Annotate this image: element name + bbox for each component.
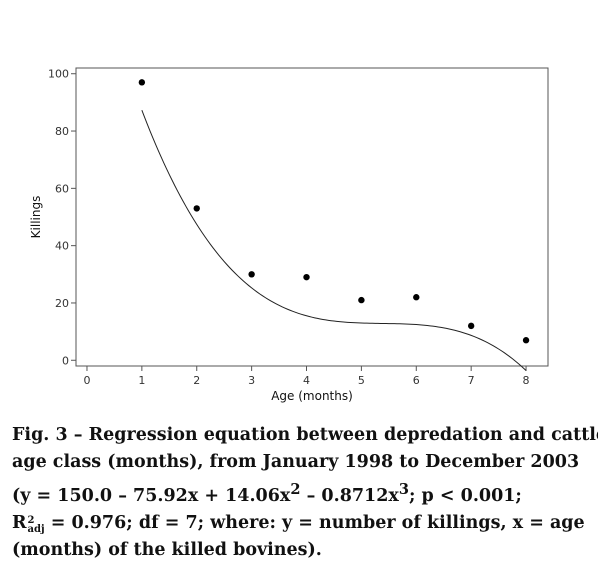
x-tick-label: 1 [138, 374, 145, 387]
caption-line-2: age class (months), from January 1998 to… [12, 452, 580, 472]
data-points [138, 79, 530, 344]
y-tick-label: 100 [48, 68, 69, 81]
r-squared-symbol: R [12, 512, 27, 533]
x-tick-label: 5 [358, 374, 365, 387]
data-point [522, 337, 530, 344]
y-tick-label: 20 [55, 297, 69, 310]
y-tick-label: 40 [55, 240, 69, 253]
figure-caption: Fig. 3 – Regression equation between dep… [12, 422, 598, 564]
data-point [358, 296, 365, 304]
x-axis-label: Age (months) [271, 389, 353, 403]
x-tick-label: 3 [248, 374, 255, 387]
equation-part-2: – 0.8712x [300, 485, 399, 506]
caption-line-1: Fig. 3 – Regression equation between dep… [12, 425, 598, 445]
caption-line-5: (months) of the killed bovines). [12, 539, 322, 560]
data-point [303, 273, 310, 281]
x-tick-label: 6 [413, 374, 420, 387]
caption-line-3: (y = 150.0 – 75.92x + 14.06x2 – 0.8712x3… [12, 476, 588, 510]
x-axis: 0 1 2 3 4 5 6 7 8 [83, 366, 530, 387]
equation-exponent-3: 3 [398, 481, 409, 498]
data-point [193, 205, 200, 212]
caption-line-4: R 2 adj = 0.976; df = 7; where: y = number… [12, 510, 588, 537]
y-tick-label: 0 [62, 354, 69, 367]
fit-curve [141, 110, 527, 371]
chart: 0 20 40 60 80 100 0 1 2 3 4 5 6 7 8 Age (months) Kill… [29, 67, 549, 403]
x-tick-label: 4 [303, 374, 310, 387]
data-point [467, 322, 475, 330]
y-tick-label: 60 [55, 182, 69, 195]
data-point [248, 271, 255, 278]
x-tick-label: 7 [468, 374, 475, 387]
r-squared-exponent: 2 [27, 514, 35, 526]
r-squared-subscript: adj [27, 523, 45, 535]
x-tick-label: 2 [193, 374, 200, 387]
y-tick-label: 80 [55, 125, 69, 138]
equation-part-1: (y = 150.0 – 75.92x + 14.06x [12, 485, 291, 506]
y-axis-label: Killings [29, 196, 43, 239]
y-axis: 0 20 40 60 80 100 [48, 68, 76, 367]
data-point [413, 294, 420, 301]
equation-exponent-2: 2 [290, 481, 301, 498]
equation-part-3: ; p < 0.001; [409, 485, 522, 506]
caption-stats: = 0.976; df = 7; where: y = number of ki… [44, 512, 585, 533]
data-point [138, 79, 146, 86]
x-tick-label: 0 [83, 374, 90, 387]
x-tick-label: 8 [523, 374, 530, 387]
plot-frame [75, 67, 549, 367]
